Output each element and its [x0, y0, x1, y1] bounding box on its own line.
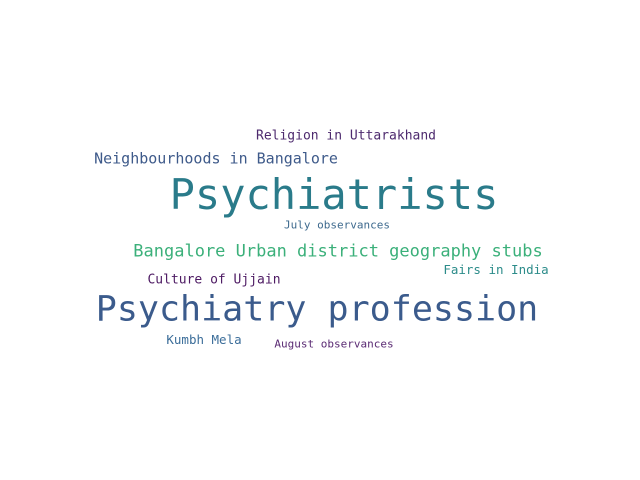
word-bangalore-urban-district-geography-stubs: Bangalore Urban district geography stubs: [133, 241, 543, 262]
word-fairs-in-india: Fairs in India: [443, 261, 549, 277]
word-july-observances: July observances: [284, 218, 390, 232]
word-psychiatrists: Psychiatrists: [169, 170, 499, 219]
word-neighbourhoods-in-bangalore: Neighbourhoods in Bangalore: [94, 149, 338, 168]
word-kumbh-mela: Kumbh Mela: [166, 331, 242, 347]
word-august-observances: August observances: [274, 337, 394, 351]
word-religion-in-uttarakhand: Religion in Uttarakhand: [255, 128, 437, 144]
word-psychiatry-profession: Psychiatry profession: [95, 289, 539, 330]
word-culture-of-ujjain: Culture of Ujjain: [147, 272, 281, 288]
